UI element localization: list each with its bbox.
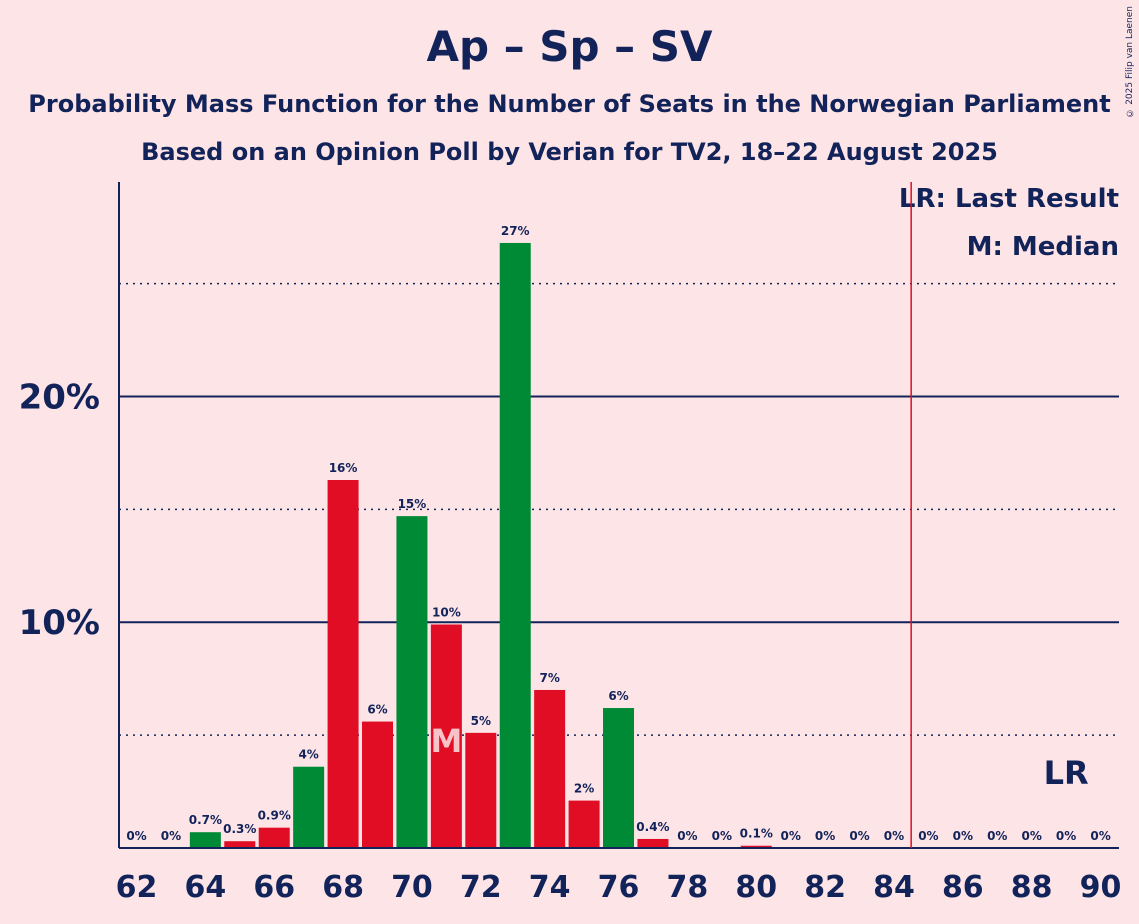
bar-value-label: 0.7%: [189, 813, 222, 827]
bar-seat-73: [499, 242, 531, 848]
bar-value-label: 0%: [953, 829, 973, 843]
x-tick-label: 82: [804, 870, 846, 905]
bar-value-label: 0%: [1021, 829, 1041, 843]
bar-value-label: 0%: [677, 829, 697, 843]
bar-seat-80: [740, 845, 772, 848]
bar-seat-72: [465, 732, 497, 848]
last-result-marker: LR: [1044, 754, 1089, 792]
x-tick-label: 66: [253, 870, 295, 905]
median-marker: M: [430, 722, 462, 760]
bar-value-label: 0.9%: [258, 809, 291, 823]
bar-value-label: 2%: [574, 782, 594, 796]
bar-value-label: 0%: [780, 829, 800, 843]
bar-seat-69: [362, 721, 394, 848]
bar-value-label: 16%: [329, 461, 358, 475]
bar-value-label: 0%: [849, 829, 869, 843]
bar-seat-70: [396, 516, 428, 848]
x-tick-label: 84: [873, 870, 915, 905]
axes: 10% 20% 62 64 66 68 70 72 74 76 78 80 82 84 86 88 90: [19, 182, 1122, 905]
bar-value-label: 6%: [367, 703, 387, 717]
bar-seat-75: [568, 800, 600, 848]
x-tick-label: 88: [1011, 870, 1053, 905]
x-tick-label: 80: [735, 870, 777, 905]
y-tick-label: 10%: [19, 603, 100, 643]
y-tick-label: 20%: [19, 377, 100, 417]
x-tick-label: 62: [116, 870, 158, 905]
chart-subtitle-source: Based on an Opinion Poll by Verian for T…: [141, 138, 998, 166]
bar-seat-65: [224, 841, 256, 848]
x-tick-label: 64: [184, 870, 226, 905]
bar-labels: 0% 0% 0.7%0.3%0.9% 4% 16% 6% 15% 10% 5% 27% 7% 2% 6%…: [126, 224, 1110, 843]
bar-value-label: 0.1%: [740, 827, 773, 841]
chart-title: Ap – Sp – SV: [426, 22, 713, 71]
bar-seat-77: [637, 838, 669, 848]
bar-value-label: 15%: [398, 497, 427, 511]
bar-value-label: 10%: [432, 605, 461, 619]
x-tick-label: 78: [667, 870, 709, 905]
bar-value-label: 0%: [161, 829, 181, 843]
bar-value-label: 0%: [712, 829, 732, 843]
bar-value-label: 27%: [501, 224, 530, 238]
x-tick-label: 90: [1080, 870, 1122, 905]
gridlines: [119, 282, 1119, 736]
bar-value-label: 0%: [815, 829, 835, 843]
bars: [189, 242, 772, 848]
legend-last-result: LR: Last Result: [898, 184, 1119, 214]
chart-subtitle: Probability Mass Function for the Number…: [28, 90, 1111, 118]
x-tick-label: 76: [598, 870, 640, 905]
bar-value-label: 0%: [1056, 829, 1076, 843]
x-tick-label: 72: [460, 870, 502, 905]
bar-seat-74: [534, 689, 566, 848]
bar-seat-67: [293, 766, 325, 848]
bar-value-label: 0%: [987, 829, 1007, 843]
x-tick-label: 68: [322, 870, 364, 905]
x-tick-label: 70: [391, 870, 433, 905]
bar-value-label: 0%: [884, 829, 904, 843]
x-tick-label: 74: [529, 870, 571, 905]
bar-value-label: 5%: [471, 714, 491, 728]
bar-value-label: 0.4%: [636, 820, 669, 834]
x-tick-label: 86: [942, 870, 984, 905]
bar-seat-71: [430, 624, 462, 848]
bar-seat-66: [258, 827, 290, 848]
legend-median: M: Median: [966, 232, 1119, 262]
bar-value-label: 0.3%: [223, 822, 256, 836]
bar-seat-76: [603, 708, 635, 848]
bar-seat-68: [327, 480, 359, 848]
bar-value-label: 7%: [539, 671, 559, 685]
bar-seat-64: [189, 832, 221, 848]
bar-value-label: 6%: [608, 689, 628, 703]
bar-value-label: 0%: [1090, 829, 1110, 843]
bar-value-label: 4%: [298, 748, 318, 762]
bar-value-label: 0%: [918, 829, 938, 843]
bar-value-label: 0%: [126, 829, 146, 843]
